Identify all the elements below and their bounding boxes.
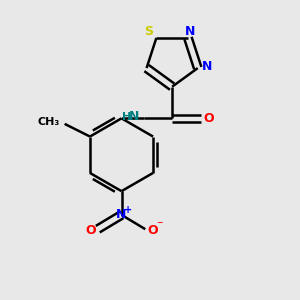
Text: N: N: [129, 110, 140, 123]
Text: O: O: [203, 112, 214, 125]
Text: O: O: [85, 224, 96, 237]
Text: H: H: [122, 112, 131, 122]
Text: N: N: [116, 208, 127, 221]
Text: +: +: [124, 205, 132, 215]
Text: ⁻: ⁻: [156, 220, 163, 232]
Text: N: N: [184, 25, 195, 38]
Text: CH₃: CH₃: [38, 117, 60, 127]
Text: O: O: [147, 224, 158, 237]
Text: N: N: [201, 60, 212, 73]
Text: S: S: [144, 25, 153, 38]
